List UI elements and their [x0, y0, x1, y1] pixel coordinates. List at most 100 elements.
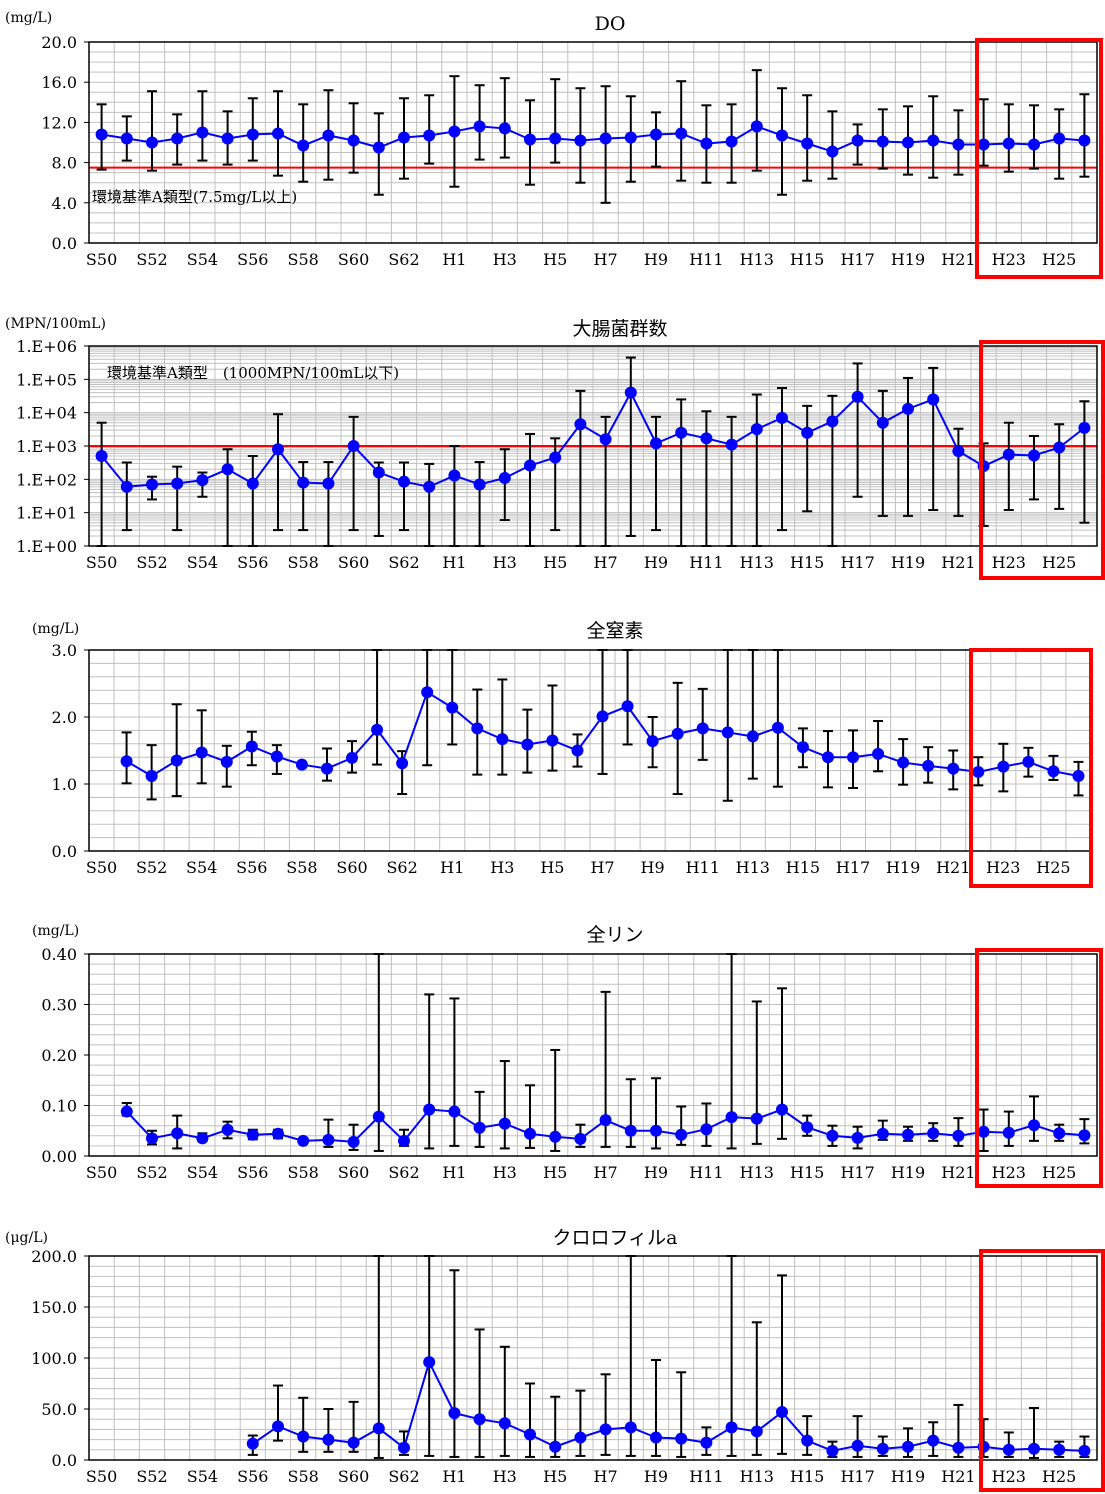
- highlight-box: [975, 948, 1103, 1188]
- error-bar: [373, 112, 384, 196]
- data-point: [750, 120, 763, 133]
- data-point: [725, 438, 738, 451]
- data-point: [246, 128, 259, 141]
- x-tick-label: S50: [86, 553, 117, 572]
- y-tick-label: 20.0: [41, 33, 77, 52]
- y-tick-label: 1.E+02: [16, 470, 77, 489]
- x-tick-label: H3: [493, 553, 517, 572]
- data-point: [171, 1127, 184, 1140]
- data-point: [624, 1124, 637, 1137]
- x-tick-label: H13: [740, 1467, 774, 1486]
- data-point: [801, 137, 814, 150]
- x-tick-label: H5: [543, 1163, 567, 1182]
- plot-frame: [88, 41, 1098, 244]
- y-tick-label: 0.0: [52, 234, 77, 253]
- data-point: [423, 1103, 436, 1116]
- data-point: [650, 1124, 662, 1137]
- y-tick-label: 4.0: [52, 194, 77, 213]
- data-point: [322, 1433, 335, 1446]
- x-tick-label: H7: [594, 553, 618, 572]
- data-point: [1053, 1127, 1066, 1140]
- x-tick-label: H21: [941, 1467, 975, 1486]
- data-point: [947, 762, 960, 775]
- x-tick-label: H5: [540, 858, 564, 877]
- x-tick-label: S52: [136, 1467, 167, 1486]
- mean-line: [252, 1359, 1085, 1452]
- y-tick-label: 0.0: [52, 842, 77, 861]
- y-tick-label: 2.0: [52, 708, 77, 727]
- x-tick-label: S56: [236, 858, 267, 877]
- data-point: [876, 1127, 889, 1140]
- grid-lines: [89, 650, 1091, 851]
- data-point: [876, 416, 889, 429]
- data-point: [650, 1431, 662, 1444]
- x-tick-label: H9: [644, 1467, 668, 1486]
- error-bar: [499, 77, 510, 159]
- x-tick-label: H3: [493, 250, 517, 269]
- x-tick-label: S60: [336, 858, 367, 877]
- error-bar: [348, 415, 359, 532]
- x-tick-label: H23: [986, 858, 1020, 877]
- error-bar: [777, 386, 787, 532]
- data-point: [423, 129, 436, 142]
- data-point: [549, 132, 562, 145]
- y-tick-label: 0.40: [41, 945, 77, 964]
- data-point: [496, 733, 509, 746]
- data-point: [927, 1434, 940, 1447]
- mean-line: [100, 390, 1086, 488]
- data-point: [372, 141, 385, 154]
- data-point: [297, 1134, 310, 1147]
- data-point: [927, 1127, 940, 1140]
- data-point: [796, 741, 809, 754]
- grid-lines: [89, 42, 1097, 243]
- data-point: [927, 393, 940, 406]
- error-bar: [525, 1382, 535, 1458]
- data-point: [746, 730, 759, 743]
- data-point: [524, 1428, 536, 1441]
- data-point: [771, 721, 784, 734]
- data-point: [423, 480, 436, 493]
- data-point: [574, 1431, 587, 1444]
- data-point: [95, 128, 108, 141]
- x-tick-label: H13: [740, 553, 774, 572]
- x-tick-label: S60: [338, 1163, 369, 1182]
- x-tick-label: H11: [689, 553, 723, 572]
- y-tick-label: 16.0: [41, 73, 77, 92]
- highlight-box: [979, 1249, 1105, 1492]
- data-point: [196, 474, 209, 487]
- y-tick-label: 12.0: [41, 113, 77, 132]
- x-tick-label: H13: [740, 250, 774, 269]
- data-point: [448, 125, 461, 138]
- y-tick-label: 0.0: [52, 1451, 77, 1470]
- x-tick-label: H19: [891, 1163, 925, 1182]
- data-point: [1078, 1129, 1091, 1142]
- data-point: [245, 740, 258, 753]
- error-bar: [499, 1060, 510, 1150]
- data-point: [725, 1111, 738, 1124]
- data-point: [521, 738, 534, 751]
- error-bar: [497, 678, 508, 776]
- x-tick-label: H1: [442, 250, 466, 269]
- data-point: [448, 469, 461, 482]
- data-point: [675, 127, 688, 140]
- x-tick-label: H9: [644, 1163, 668, 1182]
- y-tick-label: 200.0: [31, 1247, 77, 1266]
- x-tick-label: S56: [237, 1163, 268, 1182]
- data-point: [246, 1128, 259, 1141]
- data-point: [524, 459, 536, 472]
- highlight-box: [979, 340, 1105, 580]
- error-bar: [197, 90, 208, 162]
- mean-line: [101, 125, 1085, 153]
- data-point: [952, 445, 965, 458]
- plot-frame: [88, 345, 1098, 547]
- data-point: [851, 134, 864, 147]
- error-bar: [802, 404, 813, 513]
- x-tick-label: S50: [86, 250, 117, 269]
- x-tick-label: H11: [689, 250, 723, 269]
- data-point: [272, 1420, 284, 1433]
- x-tick-label: H17: [840, 553, 874, 572]
- x-tick-label: S62: [388, 1467, 419, 1486]
- x-tick-label: S62: [386, 858, 417, 877]
- data-point: [902, 1128, 914, 1141]
- data-point: [1078, 1444, 1091, 1457]
